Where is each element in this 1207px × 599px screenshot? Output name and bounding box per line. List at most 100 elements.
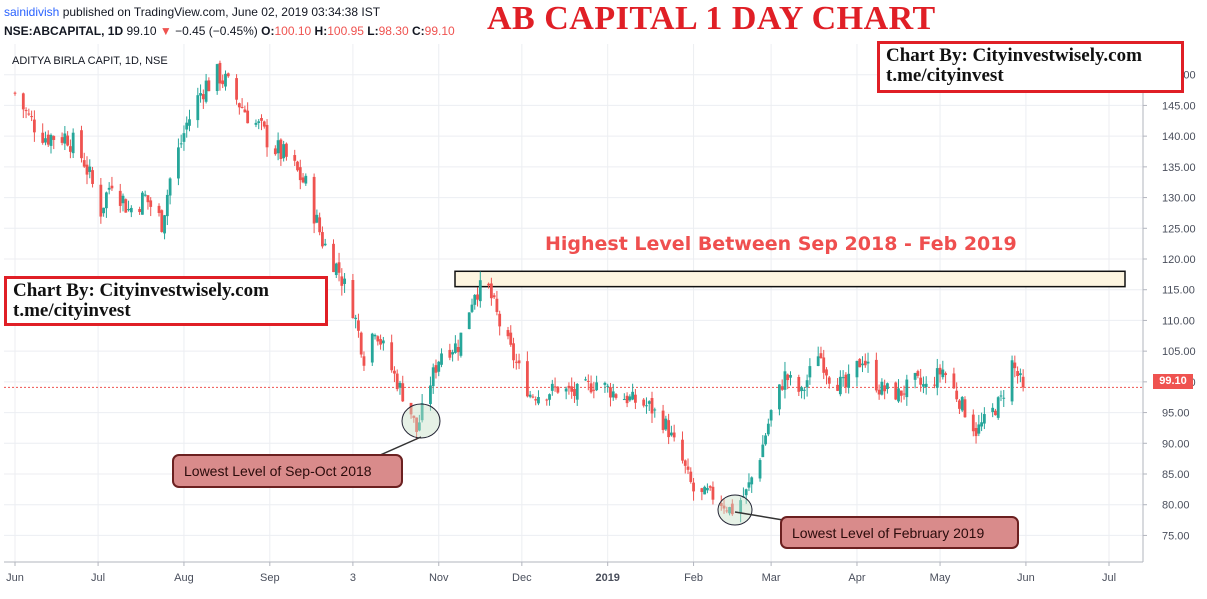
- candle-body: [570, 386, 574, 392]
- candle-body: [85, 164, 89, 175]
- candle: [315, 209, 319, 224]
- candle-body: [199, 93, 202, 96]
- candle: [933, 376, 936, 389]
- candle-body: [177, 147, 180, 179]
- candle: [611, 383, 615, 401]
- candle: [761, 435, 765, 458]
- candle: [354, 314, 358, 329]
- candle: [606, 383, 610, 393]
- candle: [894, 381, 898, 401]
- y-tick-label: 130.00: [1162, 193, 1196, 205]
- candle: [883, 379, 887, 400]
- candle: [362, 351, 366, 372]
- candle: [525, 351, 529, 398]
- candle: [429, 376, 432, 411]
- candle-body: [667, 420, 671, 438]
- candle: [886, 382, 889, 394]
- candle: [102, 207, 106, 217]
- candle-body: [487, 283, 491, 286]
- credit-left-line1: Chart By: Cityinvestwisely.com: [13, 280, 269, 301]
- x-tick-label: Feb: [684, 572, 703, 584]
- candle: [370, 332, 374, 366]
- candle: [603, 381, 607, 393]
- candle: [899, 390, 903, 403]
- candle: [686, 458, 690, 474]
- candle-body: [670, 432, 673, 436]
- candle-body: [916, 371, 920, 376]
- candle-body: [370, 333, 374, 363]
- candle-body: [343, 278, 346, 284]
- candle: [700, 487, 704, 501]
- candle-body: [82, 160, 86, 167]
- candle: [440, 348, 443, 368]
- candle: [980, 412, 983, 432]
- candle-body: [204, 80, 208, 102]
- candle-body: [293, 155, 297, 161]
- candle-body: [747, 482, 751, 488]
- candle: [750, 476, 754, 493]
- candle-body: [121, 195, 125, 204]
- callout-lowest-feb-text: Lowest Level of February 2019: [792, 524, 985, 541]
- candle-body: [548, 394, 551, 400]
- candle-body: [470, 304, 474, 312]
- candle-body: [304, 175, 308, 184]
- candle: [379, 334, 382, 350]
- y-axis[interactable]: 75.0080.0085.0090.0095.00100.00105.00110…: [1142, 44, 1196, 562]
- candle: [789, 371, 792, 386]
- last-price: 99.10: [126, 24, 157, 38]
- candle: [412, 415, 416, 423]
- candle: [625, 392, 629, 408]
- candle-body: [409, 402, 413, 415]
- candle: [63, 126, 67, 151]
- candle-body: [750, 477, 754, 485]
- candle-body: [24, 110, 28, 112]
- candle-body: [163, 215, 166, 234]
- candle-body: [63, 133, 67, 144]
- candle-body: [592, 389, 596, 391]
- candle: [296, 160, 299, 172]
- candles: [13, 60, 1025, 523]
- candle: [1002, 390, 1006, 408]
- chart-title: AB CAPITAL 1 DAY CHART: [487, 0, 936, 37]
- candle: [260, 114, 263, 131]
- candle-body: [681, 439, 684, 461]
- connector-feb: [734, 511, 784, 521]
- y-tick-label: 140.00: [1162, 131, 1196, 143]
- candle: [592, 381, 596, 399]
- candle: [858, 358, 862, 368]
- x-tick-label: Jun: [6, 572, 24, 584]
- x-axis[interactable]: Jun Jul Aug Sep 3 Nov Dec 2019 Feb Mar Apr May Jun Ju…: [4, 561, 1143, 584]
- candle-body: [52, 136, 56, 140]
- candle: [448, 343, 452, 361]
- candle: [118, 183, 122, 213]
- y-tick-label: 120.00: [1162, 254, 1196, 266]
- candle-body: [157, 205, 161, 213]
- candle-body: [614, 394, 618, 398]
- candle: [110, 176, 114, 191]
- candle: [708, 485, 712, 491]
- candle: [952, 367, 956, 389]
- candle-body: [766, 423, 770, 435]
- candle: [207, 77, 211, 92]
- x-tick-label: Jul: [91, 572, 105, 584]
- candle-body: [855, 360, 859, 378]
- candle: [478, 271, 482, 308]
- candle: [877, 384, 881, 400]
- candle: [21, 92, 25, 119]
- highest-level-annotation: Highest Level Between Sep 2018 - Feb 201…: [545, 233, 1017, 255]
- candle-body: [285, 143, 288, 157]
- candle: [836, 378, 839, 392]
- candle: [944, 371, 947, 384]
- publisher-name[interactable]: sainidivish: [4, 5, 60, 19]
- candle-body: [351, 280, 355, 319]
- candle: [221, 74, 225, 89]
- candle: [376, 335, 380, 346]
- candle-body: [91, 170, 94, 184]
- candle: [874, 352, 878, 393]
- candle: [778, 384, 781, 416]
- candle-body: [107, 187, 111, 190]
- candle: [941, 360, 945, 380]
- candle-body: [359, 332, 363, 355]
- candle-body: [21, 93, 25, 110]
